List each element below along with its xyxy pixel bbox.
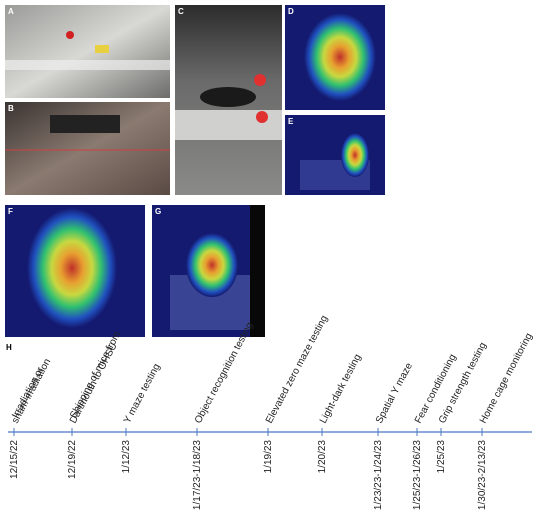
event-label: Spatial Y maze (374, 361, 415, 426)
photo-detail (50, 115, 120, 133)
event-label: Dartmouth to OHSU (68, 341, 120, 425)
photo-detail (254, 74, 266, 86)
event-date: 1/25/23 (436, 440, 447, 474)
panel-label: H (6, 343, 12, 352)
panel-label: F (8, 207, 13, 216)
panel-label: B (8, 104, 14, 113)
photo-detail (66, 31, 74, 39)
panel-label: D (288, 7, 294, 16)
event-label: Elevated zero maze testing (264, 314, 330, 426)
heatmap-spot (27, 208, 117, 328)
event-date: 12/19/22 (67, 440, 78, 479)
event-date: 1/20/23 (317, 440, 328, 474)
heatmap-detail (250, 205, 265, 337)
event-date: 1/23/23-1/24/23 (373, 440, 384, 510)
panel-label: E (288, 117, 294, 126)
heatmap-spot (341, 133, 369, 177)
event-date: 1/30/23-2/13/23 (477, 440, 488, 510)
panel-label: C (178, 7, 184, 16)
event-date: 1/19/23 (263, 440, 274, 474)
heatmap-spot (304, 13, 376, 101)
photo-detail (256, 111, 268, 123)
photo (5, 5, 170, 98)
event-label: sham-irradiation (10, 357, 53, 425)
heatmap-spot (186, 233, 238, 297)
event-date: 1/25/23-1/26/23 (412, 440, 423, 510)
photo-detail (95, 45, 109, 53)
photo-detail (5, 60, 170, 70)
photo-detail (200, 87, 256, 107)
event-date: 1/17/23-1/18/23 (192, 440, 203, 510)
event-label: Y maze testing (122, 362, 163, 425)
panel-label: A (8, 7, 14, 16)
event-date: 1/12/23 (121, 440, 132, 474)
event-label: Light-dark testing (318, 353, 364, 426)
panel-label: G (155, 207, 161, 216)
event-date: 12/15/22 (9, 440, 20, 479)
